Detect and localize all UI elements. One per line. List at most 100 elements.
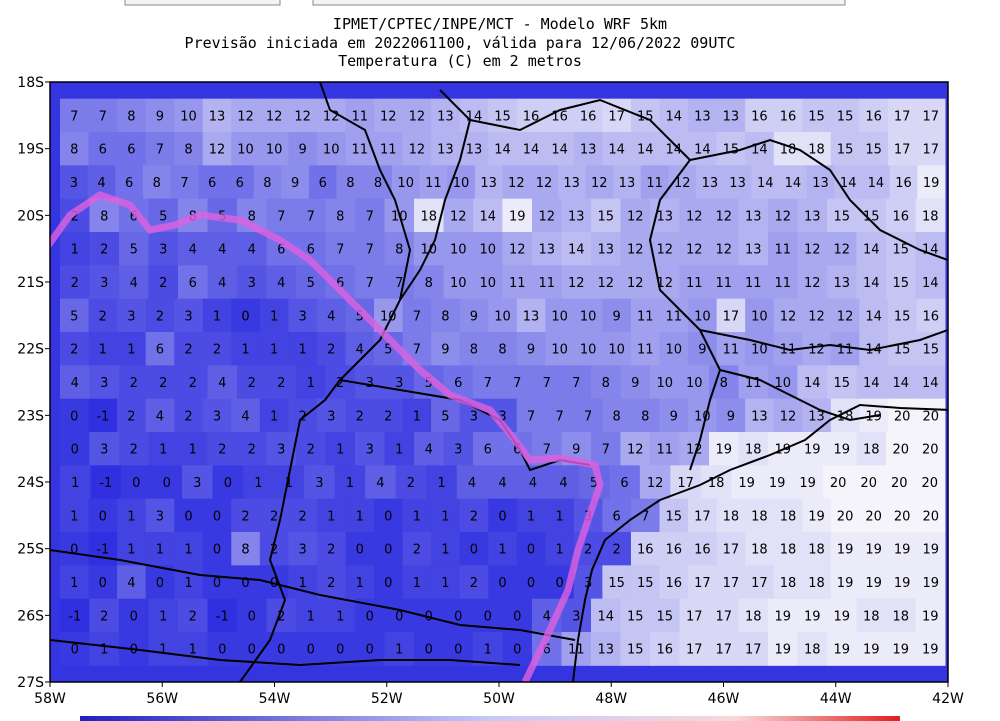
field-cell <box>548 465 580 500</box>
field-cell <box>602 332 632 366</box>
temperature-value: 3 <box>156 509 164 524</box>
temperature-value: 18 <box>751 509 768 524</box>
temperature-value: 15 <box>608 576 625 591</box>
field-cell <box>231 332 261 366</box>
field-cell <box>119 265 149 300</box>
lat-label: 20S <box>17 208 44 224</box>
field-cell <box>60 498 90 533</box>
field-cell <box>182 465 214 500</box>
field-cell <box>502 165 531 200</box>
temperature-value: 13 <box>745 243 762 258</box>
temperature-value: 17 <box>894 109 911 124</box>
field-cell <box>602 498 632 533</box>
temperature-value: 8 <box>153 176 161 191</box>
temperature-value: 2 <box>70 343 78 358</box>
field-cell <box>532 365 562 400</box>
temperature-value: 1 <box>346 476 354 491</box>
field-cell <box>202 332 232 366</box>
temperature-value: 2 <box>241 509 249 524</box>
temperature-value: 19 <box>738 476 755 491</box>
field-cell <box>202 298 232 333</box>
temperature-value: 15 <box>597 209 614 224</box>
field-cell <box>355 198 385 233</box>
temperature-value: 13 <box>437 143 454 158</box>
temperature-value: 15 <box>666 509 683 524</box>
toolbar-button[interactable] <box>124 0 281 6</box>
temperature-value: 10 <box>453 176 470 191</box>
field-cell <box>402 498 432 533</box>
field-cell <box>117 98 147 133</box>
temperature-value: 3 <box>127 309 135 324</box>
temperature-value: 11 <box>425 176 442 191</box>
field-cell <box>773 298 803 333</box>
field-cell <box>207 265 238 300</box>
temperature-value: 8 <box>374 176 382 191</box>
temperature-value: 1 <box>555 543 563 558</box>
field-cell <box>178 632 208 666</box>
temperature-value: 12 <box>597 276 614 291</box>
temperature-value: 5 <box>425 376 433 391</box>
temperature-value: 17 <box>723 309 740 324</box>
temperature-value: 12 <box>209 143 226 158</box>
field-cell <box>886 232 916 266</box>
temperature-value: 1 <box>413 509 421 524</box>
field-cell <box>60 398 90 433</box>
field-cell <box>516 532 546 566</box>
temperature-value: 17 <box>922 143 939 158</box>
temperature-value: 11 <box>646 176 663 191</box>
temperature-value: 1 <box>270 409 278 424</box>
field-cell <box>859 565 889 600</box>
field-cell <box>316 398 346 433</box>
field-cell <box>488 132 518 166</box>
temperature-value: 1 <box>285 476 293 491</box>
temperature-value: 3 <box>498 409 506 424</box>
temperature-value: 12 <box>808 309 825 324</box>
temperature-value: 5 <box>130 243 138 258</box>
field-cell <box>768 598 798 633</box>
lon-label: 42W <box>932 691 964 707</box>
field-cell <box>89 198 120 233</box>
lat-label: 21S <box>17 275 44 291</box>
temperature-value: 9 <box>441 343 449 358</box>
field-cell <box>650 432 680 466</box>
field-cell <box>231 532 261 566</box>
temperature-value: 19 <box>837 576 854 591</box>
temperature-field: 7 7 8 9 10 13 12 12 12 12 11 12 12 13 14 15 16 16 16 17 15 14… <box>60 98 946 666</box>
field-cell <box>853 465 885 500</box>
temperature-value: 0 <box>513 609 521 624</box>
toolbar-field[interactable] <box>312 0 846 6</box>
temperature-value: 4 <box>559 476 567 491</box>
temperature-value: 4 <box>130 276 138 291</box>
temperature-value: 17 <box>677 476 694 491</box>
temperature-value: 0 <box>163 476 171 491</box>
temperature-value: 18 <box>780 509 797 524</box>
temperature-value: 9 <box>156 109 164 124</box>
field-cell <box>174 332 204 366</box>
field-cell <box>431 298 461 333</box>
temperature-value: 6 <box>513 443 521 458</box>
field-cell <box>202 498 232 533</box>
field-cell <box>745 98 775 133</box>
temperature-value: 4 <box>498 476 506 491</box>
temperature-value: 17 <box>715 609 732 624</box>
field-cell <box>530 165 559 200</box>
field-cell <box>89 365 120 400</box>
temperature-value: 2 <box>159 276 167 291</box>
field-cell <box>459 298 489 333</box>
temperature-value: 17 <box>723 576 740 591</box>
temperature-value: 7 <box>366 243 374 258</box>
temperature-value: 19 <box>799 476 816 491</box>
temperature-value: 5 <box>590 476 598 491</box>
temperature-value: 1 <box>484 643 492 658</box>
temperature-value: 1 <box>213 309 221 324</box>
field-cell <box>145 532 175 566</box>
temperature-value: 8 <box>470 343 478 358</box>
temperature-value: 3 <box>100 276 108 291</box>
lon-label: 46W <box>708 691 740 707</box>
field-cell <box>516 565 546 600</box>
temperature-value: 11 <box>509 276 526 291</box>
field-cell <box>145 98 175 133</box>
temperature-value: 2 <box>327 543 335 558</box>
field-cell <box>859 98 889 133</box>
